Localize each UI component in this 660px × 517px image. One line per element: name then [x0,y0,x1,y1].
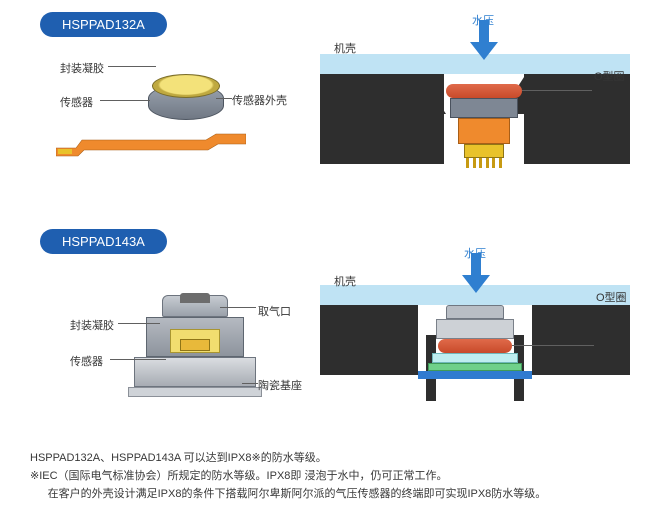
footnote-line-3: 在客户的外壳设计满足IPX8的条件下搭载阿尔卑斯阿尔派的气压传感器的终端即可实现… [30,486,630,503]
sensor-chip [464,144,504,158]
sensor-die [180,339,210,351]
label-port: 取气口 [258,303,291,319]
shell-taper-left [420,74,446,114]
screw-right [516,379,520,395]
ceramic-base [134,357,256,387]
shell-left [320,305,418,375]
sensor-pins [466,158,502,168]
leader-port [220,307,256,308]
label-pressure: 水压 [464,245,486,261]
sensor-housing [450,98,518,118]
product-badge-143a: HSPPAD143A [40,229,167,254]
figure-143a-sensor: 封装凝胶 传感器 取气口 陶瓷基座 [70,275,290,415]
label-pressure: 水压 [472,12,494,28]
screw-left [430,379,434,395]
label-sensor: 传感器 [70,353,103,369]
figure-143a-cross-section: 机壳 水压 O型圈 [320,265,630,415]
label-housing: 传感器外壳 [232,92,287,108]
footnote-block: HSPPAD132A、HSPPAD143A 可以达到IPX8※的防水等级。 ※I… [30,450,630,504]
spacer-cyan [432,353,518,363]
sensor-stack [140,295,250,405]
label-sensor: 传感器 [60,94,93,110]
sensor-cap [446,305,504,319]
label-shell: 机壳 [334,40,356,56]
shell-right [532,305,630,375]
air-port [180,293,210,303]
flex-cable [56,130,246,158]
sensor-gel-top [152,74,220,98]
leader-gel [118,323,160,324]
label-oring: O型圈 [594,68,625,84]
section-hsppad143a: HSPPAD143A 封装凝胶 传感器 取气口 陶瓷基座 [0,225,660,425]
figure-132a-cross-section: 机壳 水压 O型圈 [320,26,630,186]
footnote-line-1: HSPPAD132A、HSPPAD143A 可以达到IPX8※的防水等级。 [30,450,630,467]
badge-wrap: HSPPAD143A [40,229,167,254]
label-ceramic: 陶瓷基座 [258,377,302,393]
leader-oring [522,90,592,91]
leader-housing [216,98,232,99]
footnote-line-2: ※IEC（国际电气标准协会）所规定的防水等级。IPX8即 浸泡于水中，仍可正常工… [30,468,630,485]
figure-132a-sensor: 封装凝胶 传感器 传感器外壳 [60,48,280,178]
leader-sensor [100,100,150,101]
shell-right [524,74,630,164]
leader-gel [108,66,156,67]
o-ring [446,84,522,98]
badge-wrap: HSPPAD132A [40,12,167,37]
label-gel: 封装凝胶 [70,317,114,333]
label-oring: O型圈 [596,289,627,305]
leader-sensor [110,359,166,360]
leader-ceramic [242,383,258,384]
label-gel: 封装凝胶 [60,60,104,76]
label-shell: 机壳 [334,273,356,289]
sensor-body [436,319,514,339]
product-badge-132a: HSPPAD132A [40,12,167,37]
spacer-green [428,363,522,371]
ceramic-base-lower [128,387,262,397]
section-hsppad132a: HSPPAD132A 封装凝胶 传感器 传感器外壳 [0,8,660,198]
leader-oring [512,345,594,346]
pcb [418,371,532,379]
o-ring [438,339,512,353]
sensor-inner [458,118,510,144]
